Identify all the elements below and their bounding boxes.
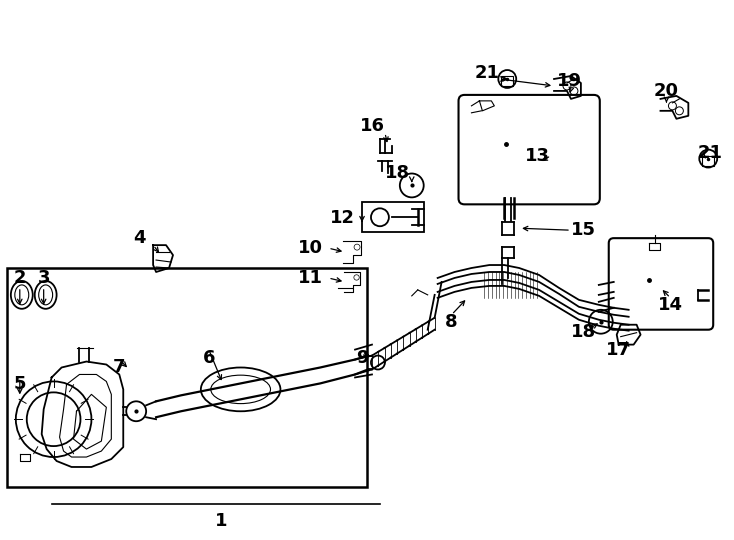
Text: 13: 13: [525, 146, 550, 165]
Text: 7: 7: [113, 359, 126, 376]
Text: 8: 8: [446, 313, 458, 330]
Bar: [501, 76, 513, 86]
Text: 5: 5: [13, 375, 26, 394]
Text: 15: 15: [571, 221, 597, 239]
Text: 11: 11: [298, 269, 323, 287]
Text: 10: 10: [298, 239, 323, 257]
Bar: [702, 156, 714, 166]
Bar: [362, 202, 424, 232]
Bar: [7, 268, 367, 487]
Text: 2: 2: [13, 269, 26, 287]
Text: 4: 4: [133, 229, 145, 247]
Text: 21: 21: [475, 64, 500, 82]
Text: 1: 1: [214, 512, 227, 530]
Text: 21: 21: [698, 144, 723, 161]
Text: 14: 14: [658, 296, 683, 314]
Text: 6: 6: [203, 348, 215, 367]
Text: 3: 3: [37, 269, 50, 287]
Text: 20: 20: [654, 82, 679, 100]
Text: 17: 17: [606, 341, 631, 359]
Text: 18: 18: [385, 164, 410, 181]
Text: 9: 9: [356, 348, 368, 367]
Text: 16: 16: [360, 117, 385, 135]
Text: 19: 19: [556, 72, 581, 90]
Text: 12: 12: [330, 210, 355, 227]
Text: 18: 18: [571, 323, 597, 341]
